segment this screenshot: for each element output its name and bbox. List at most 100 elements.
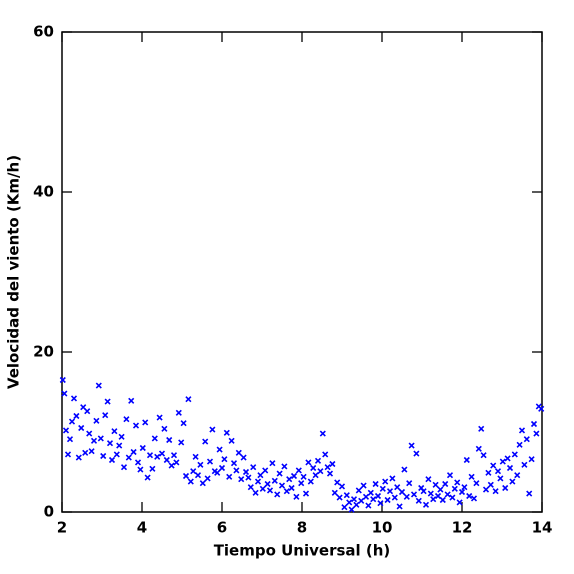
y-tick-label: 40 xyxy=(33,183,54,201)
point xyxy=(116,442,123,449)
point xyxy=(396,503,403,510)
point xyxy=(250,464,257,471)
point xyxy=(384,496,391,504)
point xyxy=(151,435,158,442)
point xyxy=(202,438,209,445)
point xyxy=(146,452,154,459)
point xyxy=(199,480,206,487)
point xyxy=(430,496,437,503)
point xyxy=(102,412,109,419)
point xyxy=(95,382,102,389)
point xyxy=(456,499,463,506)
point xyxy=(406,480,413,487)
point xyxy=(271,477,278,484)
point xyxy=(286,476,293,483)
point xyxy=(204,475,211,482)
point xyxy=(132,422,140,429)
point xyxy=(415,497,422,504)
point xyxy=(180,420,187,427)
point xyxy=(206,458,214,465)
y-tick-label: 0 xyxy=(44,503,54,521)
point xyxy=(259,485,266,492)
point xyxy=(209,426,216,433)
point xyxy=(401,466,408,473)
x-axis-label: Tiempo Universal (h) xyxy=(214,542,391,560)
point xyxy=(377,500,384,507)
point xyxy=(530,420,538,428)
point xyxy=(454,479,461,486)
point xyxy=(367,489,374,496)
point xyxy=(223,429,230,436)
point xyxy=(310,464,317,472)
point xyxy=(317,468,324,475)
point xyxy=(197,461,204,468)
x-tick-label: 14 xyxy=(532,519,553,537)
point xyxy=(516,441,523,448)
point xyxy=(111,428,118,435)
point xyxy=(324,464,331,471)
point xyxy=(422,501,430,508)
point xyxy=(312,472,319,479)
y-tick-label: 20 xyxy=(33,343,54,361)
point xyxy=(182,472,190,480)
point xyxy=(185,396,192,403)
point xyxy=(365,502,372,509)
point xyxy=(420,488,427,495)
point xyxy=(509,478,516,485)
point xyxy=(432,481,439,488)
point xyxy=(502,484,509,492)
point xyxy=(398,488,406,496)
point xyxy=(394,484,401,491)
point xyxy=(66,436,74,443)
point xyxy=(137,466,144,473)
point xyxy=(473,480,480,487)
point xyxy=(82,449,89,456)
point xyxy=(504,455,511,462)
point xyxy=(274,491,281,498)
point xyxy=(192,453,199,460)
plot-frame xyxy=(61,31,543,513)
point xyxy=(226,473,233,480)
point xyxy=(341,504,348,511)
point xyxy=(106,440,114,447)
x-tick-label: 8 xyxy=(297,519,307,537)
point xyxy=(374,492,382,500)
x-tick-label: 10 xyxy=(372,519,393,537)
point xyxy=(533,430,540,437)
point xyxy=(247,484,254,491)
point xyxy=(362,493,370,500)
point xyxy=(252,489,259,496)
point xyxy=(408,442,415,449)
point xyxy=(93,417,100,424)
point xyxy=(319,430,326,437)
point xyxy=(434,492,442,500)
x-tick-label: 6 xyxy=(217,519,227,537)
point xyxy=(494,468,502,475)
x-tick-label: 12 xyxy=(452,519,473,537)
point xyxy=(538,405,545,412)
point xyxy=(166,436,173,444)
point xyxy=(442,480,449,488)
point xyxy=(240,454,247,461)
point xyxy=(78,424,85,432)
point xyxy=(391,494,398,501)
point xyxy=(499,458,506,465)
point xyxy=(444,491,451,498)
point xyxy=(118,433,125,440)
point xyxy=(100,452,107,460)
point xyxy=(123,416,130,423)
point xyxy=(290,472,298,480)
point xyxy=(88,448,95,455)
point xyxy=(298,480,305,487)
point xyxy=(336,494,343,501)
point xyxy=(506,464,514,472)
point xyxy=(526,490,533,497)
point xyxy=(353,501,360,508)
point xyxy=(235,449,242,456)
point xyxy=(134,459,142,466)
point xyxy=(113,451,120,458)
point xyxy=(389,475,396,482)
point xyxy=(523,436,530,443)
point xyxy=(216,446,223,453)
